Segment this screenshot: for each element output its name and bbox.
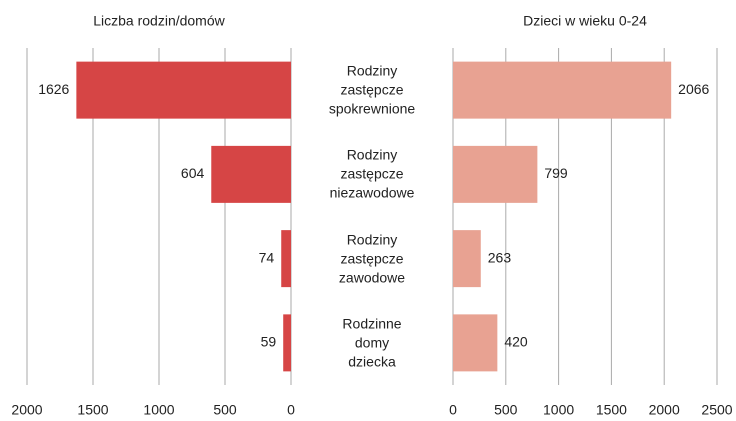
x-tick-label: 1000 — [543, 402, 574, 418]
category-label: Rodziny zastępcze niezawodowe — [329, 146, 415, 201]
x-tick-label: 1500 — [596, 402, 627, 418]
x-tick-label: 500 — [213, 402, 237, 418]
bar — [76, 61, 291, 119]
bar — [453, 61, 672, 119]
bar — [453, 145, 538, 203]
value-label: 74 — [259, 249, 275, 265]
x-tick-label: 1500 — [77, 402, 108, 418]
value-label: 799 — [544, 165, 568, 181]
value-label: 604 — [181, 165, 205, 181]
x-tick-label: 0 — [287, 402, 295, 418]
x-tick-label: 2000 — [649, 402, 680, 418]
value-label: 2066 — [678, 81, 709, 97]
chart-title: Dzieci w wieku 0-24 — [523, 13, 647, 29]
bar — [281, 230, 291, 288]
x-tick-label: 2000 — [11, 402, 42, 418]
bar — [453, 314, 498, 372]
category-label: Rodzinne domy dziecka — [342, 315, 402, 370]
x-tick-label: 0 — [449, 402, 457, 418]
bar — [453, 230, 481, 288]
x-tick-label: 500 — [494, 402, 518, 418]
bar — [283, 314, 291, 372]
value-label: 1626 — [38, 81, 69, 97]
x-tick-label: 1000 — [143, 402, 174, 418]
value-label: 420 — [504, 334, 528, 350]
value-label: 263 — [488, 249, 512, 265]
category-label: Rodziny zastępcze zawodowe — [338, 231, 406, 286]
chart-title: Liczba rodzin/domów — [93, 13, 225, 29]
x-tick-label: 2500 — [701, 402, 732, 418]
bar — [211, 145, 291, 203]
category-label: Rodziny zastępcze spokrewnione — [328, 62, 416, 117]
value-label: 59 — [261, 334, 277, 350]
